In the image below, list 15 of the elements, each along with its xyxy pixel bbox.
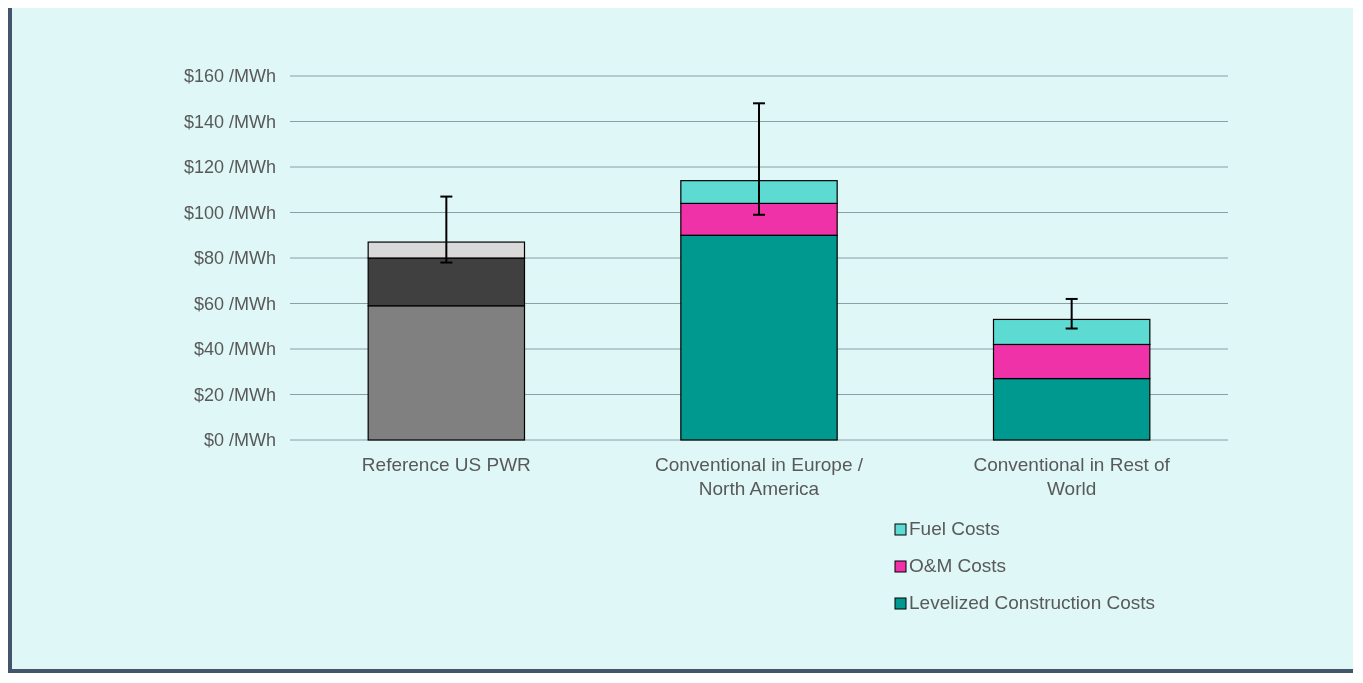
legend-label: Levelized Construction Costs xyxy=(909,592,1156,613)
x-tick-label: Reference US PWR xyxy=(361,454,531,475)
y-tick-label: $80 /MWh xyxy=(193,248,276,269)
y-tick-label: $0 /MWh xyxy=(203,430,276,451)
legend-label: O&M Costs xyxy=(909,555,1007,576)
legend-label: Fuel Costs xyxy=(909,518,1000,539)
y-tick-label: $20 /MWh xyxy=(193,384,276,405)
x-tick-label: Conventional in Rest of World xyxy=(973,454,1171,499)
y-tick-label: $100 /MWh xyxy=(183,202,276,223)
y-tick-label: $120 /MWh xyxy=(183,157,276,178)
y-tick-label: $60 /MWh xyxy=(193,293,276,314)
x-tick-label: Conventional in Europe / North America xyxy=(654,454,864,499)
y-tick-label: $160 /MWh xyxy=(183,66,276,87)
y-tick-label: $140 /MWh xyxy=(183,111,276,132)
y-tick-label: $40 /MWh xyxy=(193,339,276,360)
